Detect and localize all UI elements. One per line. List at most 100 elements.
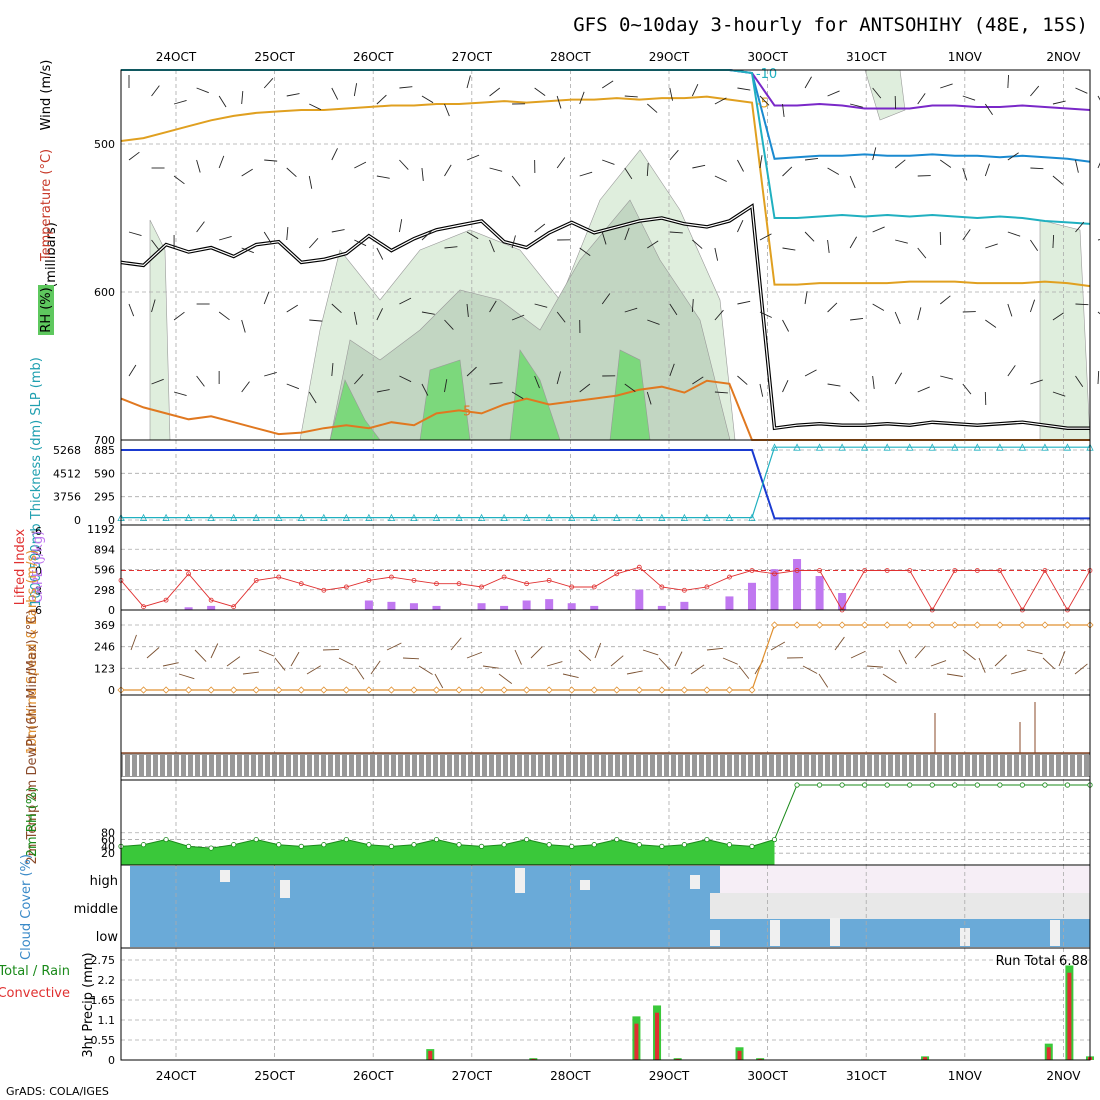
precip-tick-0.55: 0.55 bbox=[91, 1034, 116, 1047]
surface-wind-barb bbox=[386, 642, 402, 651]
surface-wind-barb bbox=[434, 673, 444, 689]
rh-marker bbox=[388, 843, 395, 849]
rh-marker bbox=[163, 836, 169, 843]
thickness-marker bbox=[455, 513, 463, 522]
wind-barb bbox=[939, 159, 952, 168]
wind-barb bbox=[534, 303, 548, 308]
precip-tick-0: 0 bbox=[108, 1054, 115, 1067]
rh-marker bbox=[321, 842, 327, 848]
surface-wind-barb bbox=[690, 664, 705, 675]
surface-wind-barb bbox=[450, 637, 462, 651]
rh-marker bbox=[569, 843, 575, 849]
surface-wind-barb bbox=[290, 651, 300, 667]
wind-barb bbox=[376, 175, 390, 179]
surface-wind-barb bbox=[546, 661, 563, 667]
thickness-marker bbox=[770, 443, 779, 451]
surface-wind-barb bbox=[642, 649, 659, 656]
wind-barb bbox=[692, 376, 704, 385]
wind-barb bbox=[1030, 85, 1040, 97]
wind-speed-marker bbox=[1018, 621, 1026, 629]
wind-speed-marker bbox=[410, 686, 418, 694]
date-label-bottom-2NOV: 2NOV bbox=[1046, 1069, 1081, 1083]
wind-barb bbox=[556, 311, 566, 323]
li-tick: -3 bbox=[31, 545, 42, 558]
wind-barb bbox=[376, 247, 384, 260]
wind-barb bbox=[128, 303, 135, 317]
wind-barb bbox=[624, 167, 633, 180]
lifted-index-marker bbox=[186, 571, 192, 577]
thickness-marker bbox=[139, 513, 148, 522]
wind-barb bbox=[398, 219, 403, 233]
lifted-index-marker bbox=[907, 568, 913, 573]
wind-barb bbox=[286, 304, 299, 313]
wind-speed-marker bbox=[207, 686, 215, 694]
lifted-index-marker bbox=[479, 584, 484, 590]
wind-barb bbox=[444, 379, 448, 393]
run-total-value: 6.88 bbox=[1059, 954, 1088, 969]
wind-barb bbox=[1007, 231, 1021, 237]
isotherm-line-extra-0 bbox=[121, 69, 1091, 163]
rh-marker bbox=[1064, 782, 1071, 788]
wind-speed-marker bbox=[500, 686, 508, 694]
date-label-top-27OCT: 27OCT bbox=[452, 50, 493, 64]
lifted-index-marker bbox=[997, 568, 1003, 573]
cape-axis-label: CAPE (J/kg) bbox=[31, 531, 46, 603]
wind-barb bbox=[737, 159, 744, 172]
thickness-marker bbox=[928, 443, 936, 451]
slp-tick-295: 295 bbox=[94, 491, 115, 504]
wind-barb bbox=[173, 311, 185, 321]
surface-wind-barb bbox=[338, 657, 354, 666]
precip-convective-bar bbox=[428, 1050, 433, 1060]
surface-wind-barb bbox=[722, 657, 738, 665]
thickness-marker bbox=[973, 443, 981, 451]
wind-barb bbox=[647, 319, 660, 325]
surface-wind-barb bbox=[418, 665, 433, 675]
wind-barb bbox=[399, 375, 412, 383]
wind-barb bbox=[646, 163, 649, 177]
wind-barb bbox=[601, 293, 611, 305]
cloud-middle-clear bbox=[710, 893, 1090, 919]
cape-bar bbox=[477, 603, 486, 610]
wind-barb bbox=[466, 366, 477, 377]
rh-tick-80: 80 bbox=[101, 827, 115, 840]
rh-marker bbox=[704, 836, 710, 843]
wind-speed-marker bbox=[568, 686, 576, 694]
wind-barb bbox=[421, 383, 429, 396]
lifted-index-marker bbox=[569, 584, 575, 590]
run-total-label: Run Total bbox=[996, 954, 1055, 969]
date-label-bottom-30OCT: 30OCT bbox=[747, 1069, 788, 1083]
wind-barb bbox=[331, 363, 334, 377]
thickness-frame bbox=[120, 439, 1091, 526]
wind-barb bbox=[421, 167, 424, 181]
wind-speed-marker bbox=[861, 621, 869, 629]
wind-barb bbox=[309, 103, 322, 111]
wind-speed-marker bbox=[545, 686, 553, 694]
wind-barb bbox=[872, 147, 877, 161]
surface-wind-barb bbox=[946, 673, 963, 677]
upper-air-panel: 500 600 700 -5 -10 5 (millibars) Wind (m/s) Temp… bbox=[38, 60, 1100, 447]
precip-tick-1.65: 1.65 bbox=[91, 994, 116, 1007]
thickness-marker bbox=[365, 513, 373, 522]
slp-tick-590: 590 bbox=[94, 467, 115, 480]
surface-wind-barb bbox=[658, 657, 671, 671]
wind-barb bbox=[669, 303, 678, 316]
wind-barb bbox=[444, 103, 450, 117]
cloud-gap bbox=[690, 875, 700, 889]
thickness-marker bbox=[658, 513, 666, 522]
rh-marker bbox=[997, 782, 1003, 788]
pressure-tick-600: 600 bbox=[94, 286, 115, 299]
wind-barb bbox=[173, 175, 185, 185]
lifted-index-marker bbox=[524, 581, 530, 587]
rh-marker bbox=[546, 842, 552, 848]
wind-speed-marker bbox=[770, 621, 779, 629]
wind-barb bbox=[872, 303, 885, 311]
rh-marker bbox=[140, 842, 147, 848]
thickness-tick: 5268 bbox=[53, 444, 81, 457]
rh-marker bbox=[478, 843, 485, 849]
wind-barb bbox=[444, 246, 458, 249]
rh-marker bbox=[929, 782, 935, 788]
thickness-marker bbox=[1063, 443, 1072, 451]
wind-barb bbox=[151, 239, 160, 251]
date-label-bottom-29OCT: 29OCT bbox=[649, 1069, 690, 1083]
precip-convective-bar bbox=[923, 1057, 928, 1060]
